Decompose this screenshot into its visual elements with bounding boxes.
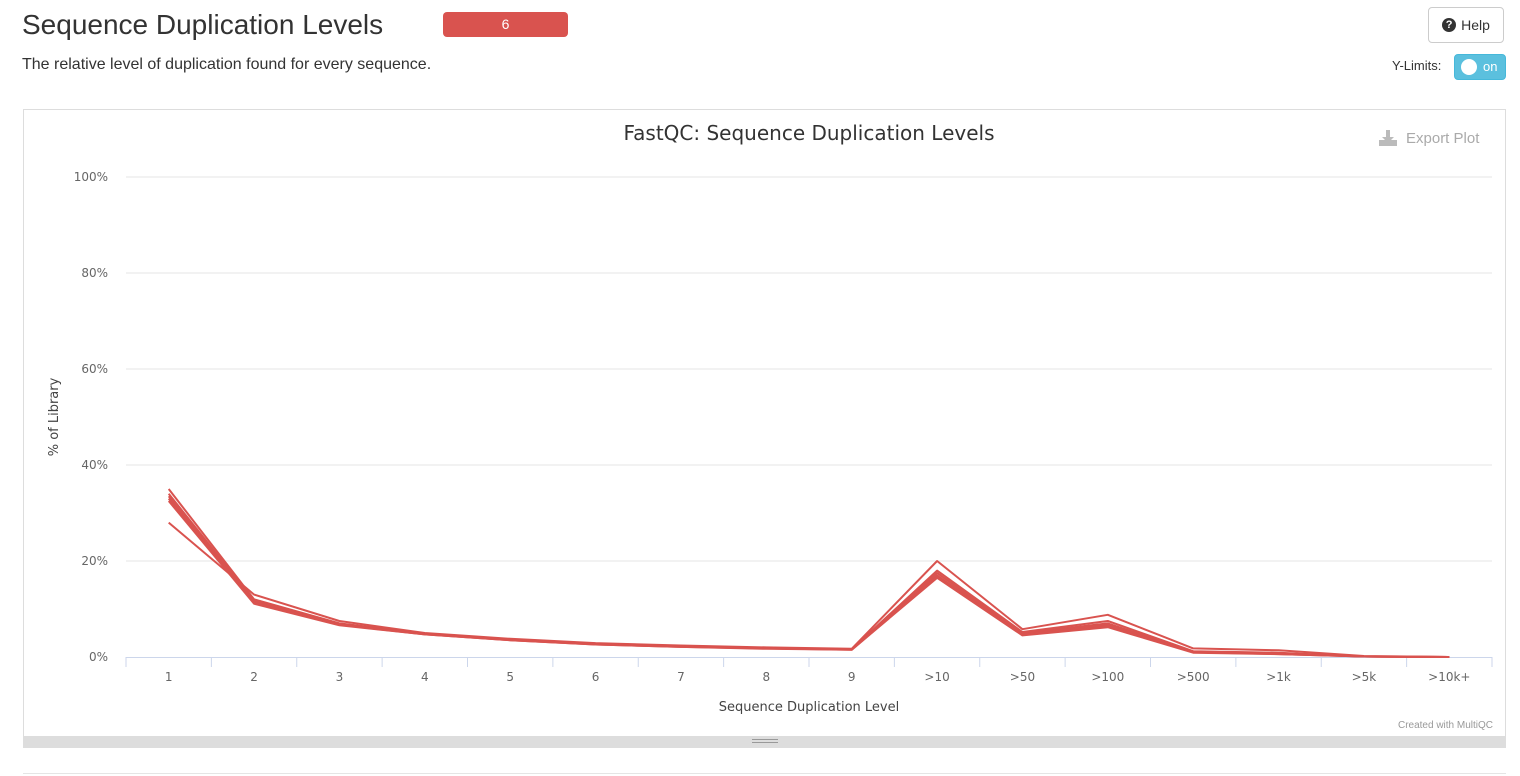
x-tick-label: >5k bbox=[1352, 670, 1377, 684]
y-axis-ticks: 0% 20% 40% 60% 80% 100% bbox=[74, 170, 108, 664]
y-tick-label: 80% bbox=[81, 266, 108, 280]
series-lines bbox=[167, 488, 1450, 658]
x-axis-label: Sequence Duplication Level bbox=[719, 700, 899, 715]
x-tick-label: 9 bbox=[848, 670, 856, 684]
status-badge: 6 bbox=[443, 12, 568, 37]
x-tick-label: 6 bbox=[592, 670, 600, 684]
x-tick-label: >10k+ bbox=[1428, 670, 1470, 684]
export-plot-button[interactable]: Export Plot bbox=[1378, 129, 1479, 147]
x-tick-label: 8 bbox=[762, 670, 770, 684]
download-icon bbox=[1379, 130, 1397, 146]
x-tick-label: >500 bbox=[1177, 670, 1210, 684]
gridlines bbox=[126, 176, 1492, 562]
question-circle-icon: ? bbox=[1442, 18, 1457, 32]
y-tick-label: 20% bbox=[81, 554, 108, 568]
x-tick-label: >10 bbox=[924, 670, 949, 684]
x-tick-label: 4 bbox=[421, 670, 429, 684]
help-label: Help bbox=[1461, 17, 1490, 33]
multiqc-credit: Created with MultiQC bbox=[1397, 720, 1493, 731]
grip-icon bbox=[751, 739, 778, 743]
x-tick-label: 7 bbox=[677, 670, 685, 684]
series-line[interactable] bbox=[167, 495, 1450, 658]
x-tick-label: 2 bbox=[250, 670, 258, 684]
series-line[interactable] bbox=[167, 493, 1450, 658]
chart-title: FastQC: Sequence Duplication Levels bbox=[623, 121, 994, 145]
toggle-state-label: on bbox=[1483, 59, 1498, 74]
x-tick-label: 3 bbox=[336, 670, 344, 684]
x-axis: 1 2 3 4 5 6 7 8 9 >10 >50 >100 >500 >1k >5k >10k+ bbox=[125, 657, 1493, 684]
x-tick-label: 1 bbox=[165, 670, 173, 684]
y-tick-label: 100% bbox=[74, 170, 108, 184]
section-description: The relative level of duplication found … bbox=[22, 56, 432, 73]
export-plot-label: Export Plot bbox=[1406, 129, 1480, 147]
section-title: Sequence Duplication Levels bbox=[22, 9, 384, 40]
ylimits-label: Y-Limits: bbox=[1392, 58, 1442, 73]
y-axis-label: % of Library bbox=[47, 377, 62, 456]
line-chart: FastQC: Sequence Duplication Levels 0%20… bbox=[47, 121, 1493, 715]
x-tick-label: >50 bbox=[1010, 670, 1035, 684]
series-line[interactable] bbox=[168, 521, 1450, 658]
y-tick-label: 40% bbox=[81, 458, 108, 472]
series-line[interactable] bbox=[167, 500, 1450, 658]
plot-panel: FastQC: Sequence Duplication Levels 0% 20… bbox=[23, 109, 1506, 748]
y-tick-label: 0% bbox=[89, 650, 108, 664]
series-line[interactable] bbox=[167, 488, 1450, 658]
x-tick-label: >1k bbox=[1266, 670, 1291, 684]
plot-resize-handle[interactable] bbox=[24, 736, 1505, 747]
x-tick-label: >100 bbox=[1091, 670, 1124, 684]
divider bbox=[23, 773, 1506, 774]
y-tick-label: 60% bbox=[81, 362, 108, 376]
x-tick-label: 5 bbox=[506, 670, 514, 684]
help-button[interactable]: ? Help bbox=[1428, 7, 1504, 43]
toggle-knob bbox=[1461, 59, 1477, 75]
series-line[interactable] bbox=[167, 497, 1450, 658]
ylimits-toggle[interactable]: on bbox=[1454, 54, 1506, 80]
